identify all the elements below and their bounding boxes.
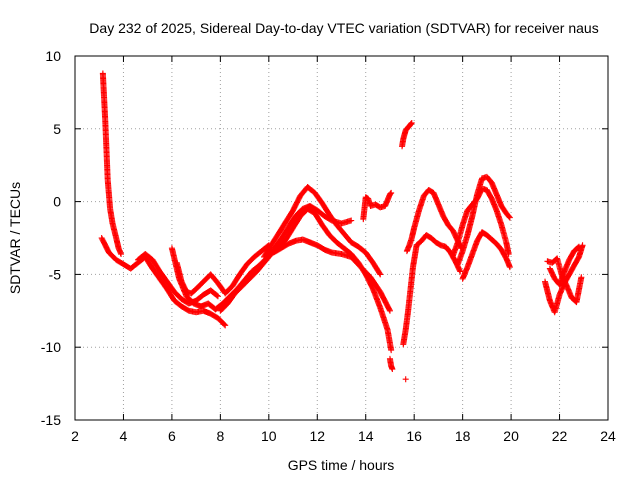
data-point (388, 347, 395, 354)
data-point (457, 268, 464, 275)
data-point (222, 322, 229, 329)
y-tick-label: -5 (49, 266, 62, 282)
x-tick-label: 18 (455, 428, 471, 444)
y-tick-label: 10 (45, 48, 61, 64)
data-point-interp (575, 244, 582, 251)
data-point-interp (506, 213, 513, 220)
x-tick-label: 4 (120, 428, 128, 444)
x-tick-label: 12 (309, 428, 325, 444)
data-point (506, 264, 513, 271)
x-tick-label: 8 (216, 428, 224, 444)
data-point (389, 366, 396, 373)
y-tick-label: 0 (53, 194, 61, 210)
data-point (506, 214, 513, 221)
data-point (402, 376, 409, 383)
y-tick-label: -10 (41, 339, 61, 355)
x-tick-label: 16 (406, 428, 422, 444)
axis-ticks (74, 55, 609, 421)
grid-lines (75, 56, 608, 420)
data-point (408, 119, 415, 126)
data-point-interp (376, 270, 383, 277)
data-point-interp (408, 120, 415, 127)
data-point (214, 293, 221, 300)
y-tick-label: -15 (41, 412, 61, 428)
chart-title: Day 232 of 2025, Sidereal Day-to-day VTE… (89, 20, 598, 36)
data-points (98, 70, 586, 383)
data-point (348, 217, 355, 224)
data-point (579, 242, 586, 249)
plot-frame (74, 55, 609, 421)
x-tick-labels: 2 4 6 8 10 12 14 16 18 20 22 24 (71, 428, 616, 444)
data-point (575, 243, 582, 250)
data-point (118, 251, 125, 258)
x-tick-label: 2 (71, 428, 79, 444)
data-point-interp (214, 292, 221, 299)
y-axis-label: SDTVAR / TECUs (7, 182, 23, 294)
y-tick-label: 5 (53, 121, 61, 137)
x-tick-label: 20 (503, 428, 519, 444)
x-axis-label: GPS time / hours (288, 457, 395, 473)
data-point (386, 307, 393, 314)
data-point-interp (221, 321, 228, 328)
x-tick-label: 6 (168, 428, 176, 444)
data-point (578, 274, 585, 281)
y-tick-labels: 10 5 0 -5 -10 -15 (41, 48, 61, 428)
x-tick-label: 10 (261, 428, 277, 444)
data-point (388, 189, 395, 196)
data-point-interp (387, 190, 394, 197)
x-tick-label: 24 (600, 428, 616, 444)
data-point (377, 271, 384, 278)
x-tick-label: 22 (552, 428, 568, 444)
data-point-interp (386, 306, 393, 313)
x-tick-label: 14 (358, 428, 374, 444)
